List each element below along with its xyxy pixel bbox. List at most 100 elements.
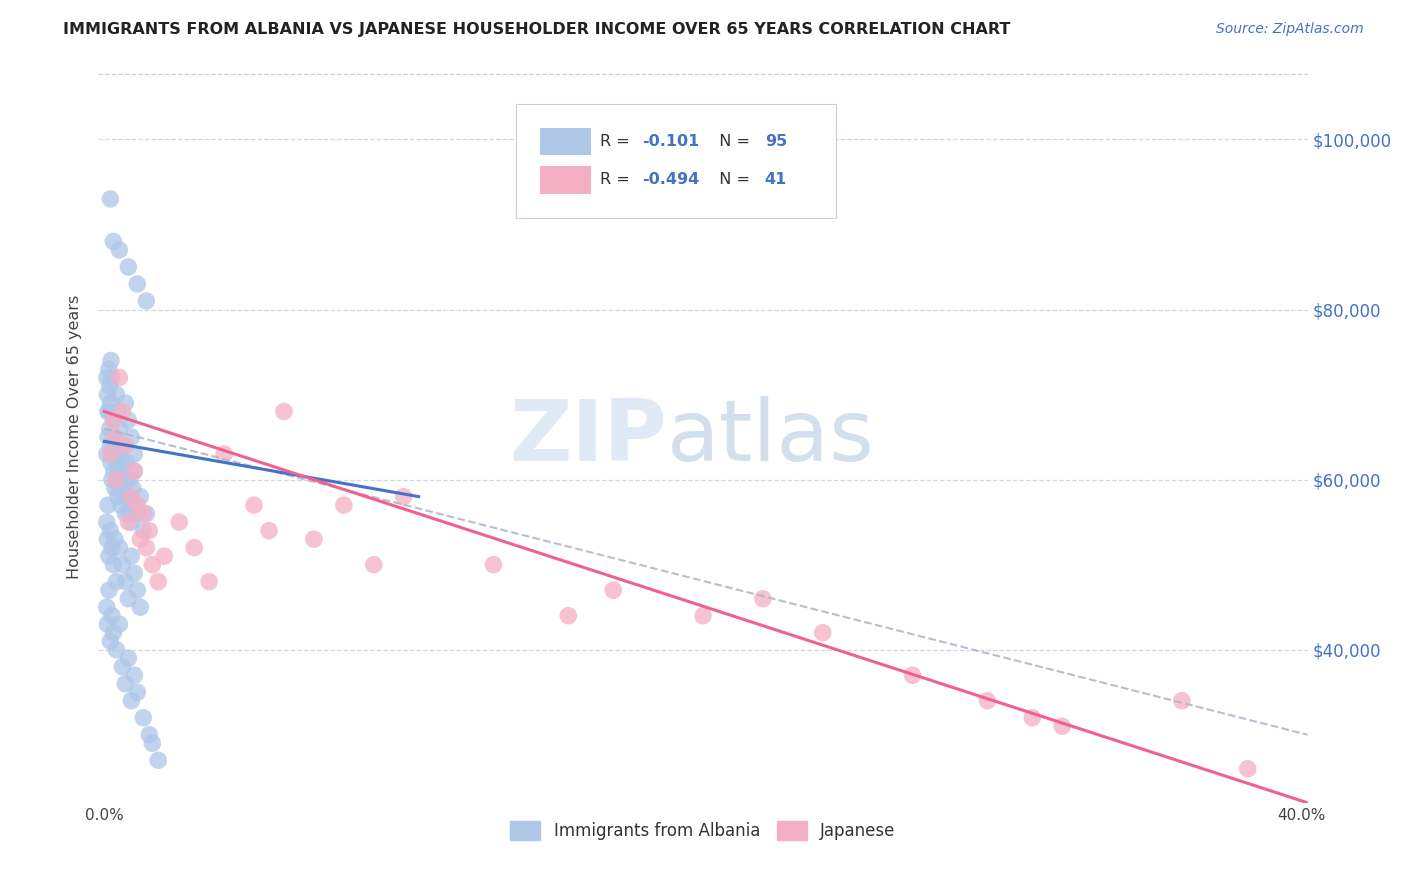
Point (111, 439, 134, 453)
Point (117, 591, 139, 606)
Point (118, 507, 141, 521)
Point (117, 490, 139, 504)
Point (103, 430, 125, 444)
Point (107, 464, 129, 478)
Point (103, 235, 125, 249)
Point (96, 447, 118, 461)
Point (101, 541, 124, 555)
Text: 95: 95 (765, 134, 787, 149)
Point (302, 532, 325, 546)
Point (105, 473, 128, 487)
Point (101, 370, 124, 384)
Point (135, 293, 157, 308)
Point (167, 515, 190, 529)
Point (132, 711, 155, 725)
Point (97, 498, 120, 512)
Point (120, 515, 142, 529)
Point (129, 490, 152, 504)
Point (183, 541, 205, 555)
Point (112, 490, 135, 504)
Point (124, 464, 146, 478)
Point (96, 515, 118, 529)
Point (135, 541, 157, 555)
Point (97, 404, 120, 418)
Text: -0.494: -0.494 (643, 172, 700, 187)
Point (96, 370, 118, 384)
Point (108, 447, 131, 461)
Point (100, 524, 122, 538)
Point (101, 447, 124, 461)
Point (111, 558, 134, 572)
Point (1171, 694, 1194, 708)
Point (111, 659, 134, 673)
Point (97, 583, 120, 598)
Point (100, 439, 122, 453)
Point (104, 481, 127, 495)
Point (363, 558, 385, 572)
Point (115, 456, 138, 470)
Point (107, 490, 129, 504)
Point (121, 498, 143, 512)
Point (103, 413, 125, 427)
Point (100, 447, 122, 461)
Point (557, 608, 579, 623)
Point (110, 498, 132, 512)
Point (114, 574, 136, 589)
Point (100, 396, 122, 410)
Point (124, 566, 146, 581)
Point (602, 583, 624, 598)
Point (100, 456, 122, 470)
Point (96, 617, 118, 632)
Point (114, 507, 136, 521)
Point (1050, 719, 1073, 733)
Point (107, 404, 129, 418)
Point (127, 685, 149, 699)
Point (104, 430, 127, 444)
Point (97, 549, 120, 563)
Point (132, 524, 155, 538)
Point (243, 498, 266, 512)
Point (1021, 711, 1043, 725)
Point (98, 421, 121, 435)
Point (124, 447, 146, 461)
Point (148, 753, 170, 767)
Point (108, 421, 131, 435)
Point (111, 404, 134, 418)
Point (141, 736, 163, 750)
Point (114, 396, 136, 410)
Text: N =: N = (709, 172, 755, 187)
FancyBboxPatch shape (516, 104, 837, 218)
Point (96, 532, 118, 546)
Point (148, 574, 170, 589)
Point (120, 430, 142, 444)
Point (104, 532, 127, 546)
Text: 41: 41 (765, 172, 787, 187)
Point (100, 192, 122, 206)
Point (111, 456, 134, 470)
Text: N =: N = (709, 134, 755, 149)
Point (97, 404, 120, 418)
Y-axis label: Householder Income Over 65 years: Householder Income Over 65 years (67, 295, 83, 579)
Text: atlas: atlas (666, 395, 875, 479)
Point (127, 498, 149, 512)
Point (127, 507, 149, 521)
Point (117, 651, 139, 665)
Point (105, 574, 128, 589)
Point (105, 387, 128, 401)
Point (100, 353, 122, 368)
Point (100, 634, 122, 648)
Point (97, 362, 120, 376)
Point (333, 498, 356, 512)
Point (120, 549, 142, 563)
Point (257, 524, 280, 538)
Point (124, 464, 146, 478)
Point (127, 583, 149, 598)
Text: R =: R = (600, 172, 636, 187)
Point (138, 524, 160, 538)
Point (108, 541, 131, 555)
Text: Source: ZipAtlas.com: Source: ZipAtlas.com (1216, 22, 1364, 37)
Point (114, 677, 136, 691)
Point (135, 507, 157, 521)
Point (118, 473, 141, 487)
Point (97, 430, 120, 444)
